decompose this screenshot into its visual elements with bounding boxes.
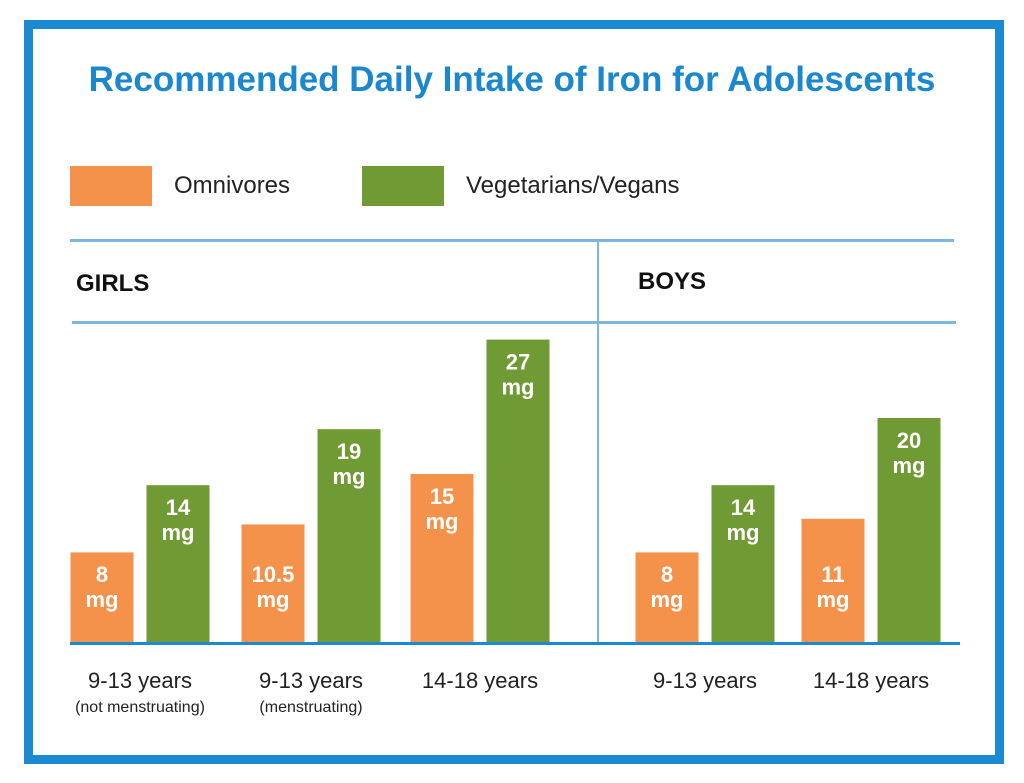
category-sublabel-girls-1: (menstruating)	[259, 699, 362, 716]
bar-boys-0-omnivores	[635, 552, 699, 642]
bar-boys-1-omnivores	[801, 518, 865, 642]
bar-label-boys-0-vegetarians: 14 mg	[727, 495, 760, 545]
panel-label-girls: GIRLS	[76, 270, 150, 297]
panel-divider	[597, 242, 599, 644]
bar-label-girls-0-omnivores: 8 mg	[86, 562, 119, 612]
category-sublabel-girls-0: (not menstruating)	[75, 699, 205, 716]
category-label-boys-0: 9-13 years	[653, 668, 757, 693]
bar-label-boys-1-omnivores: 11 mg	[817, 562, 850, 612]
legend-label-omnivores: Omnivores	[174, 172, 291, 199]
chart-title: Recommended Daily Intake of Iron for Ado…	[88, 60, 936, 99]
bar-label-girls-1-omnivores: 10.5 mg	[252, 562, 295, 612]
bar-girls-0-vegetarians	[146, 485, 210, 642]
bar-boys-0-vegetarians	[711, 485, 775, 642]
panel-label-boys: BOYS	[638, 268, 707, 295]
x-axis-baseline	[70, 642, 960, 645]
legend-label-vegetarians: Vegetarians/Vegans	[466, 172, 680, 199]
legend-swatch-vegetarians	[362, 166, 444, 206]
bar-label-girls-2-omnivores: 15 mg	[426, 484, 459, 534]
category-label-girls-2: 14-18 years	[422, 668, 538, 693]
bar-girls-2-vegetarians	[486, 339, 550, 642]
bar-girls-1-vegetarians	[317, 429, 381, 642]
bar-label-girls-0-vegetarians: 14 mg	[162, 495, 195, 545]
bar-label-girls-1-vegetarians: 19 mg	[333, 439, 366, 489]
bar-label-girls-2-vegetarians: 27 mg	[502, 350, 535, 400]
category-label-girls-0: 9-13 years	[88, 668, 192, 693]
bar-girls-2-omnivores	[410, 474, 474, 642]
legend-vegetarians: Vegetarians/Vegans	[362, 166, 680, 206]
bar-boys-1-vegetarians	[877, 418, 941, 642]
bar-label-boys-0-omnivores: 8 mg	[651, 562, 684, 612]
bar-label-boys-1-vegetarians: 20 mg	[893, 428, 926, 478]
header-top-divider	[70, 239, 954, 242]
bar-girls-0-omnivores	[70, 552, 134, 642]
bar-girls-1-omnivores	[241, 524, 305, 642]
category-label-boys-1: 14-18 years	[813, 668, 929, 693]
legend-swatch-omnivores	[70, 166, 152, 206]
legend-omnivores: Omnivores	[70, 166, 290, 206]
category-label-girls-1: 9-13 years	[259, 668, 363, 693]
header-bottom-divider	[72, 321, 956, 324]
